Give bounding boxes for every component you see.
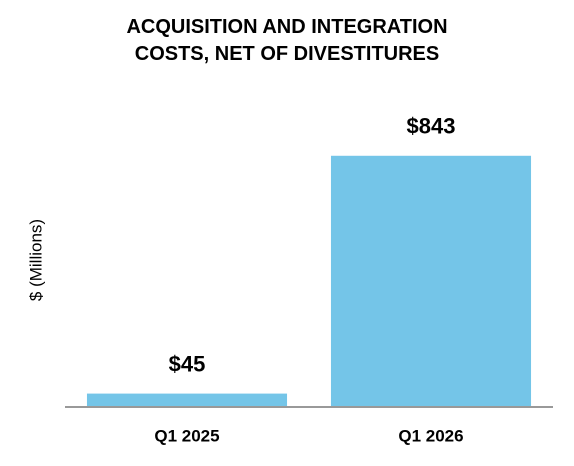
x-tick-label: Q1 2025	[154, 426, 219, 445]
bar	[330, 155, 532, 407]
y-axis-label: $ (Millions)	[26, 219, 45, 301]
bar	[86, 393, 288, 407]
x-tick-label: Q1 2026	[398, 426, 463, 445]
value-label: $843	[407, 114, 456, 139]
value-label: $45	[169, 351, 206, 376]
chart-title: ACQUISITION AND INTEGRATION COSTS, NET O…	[126, 16, 448, 65]
